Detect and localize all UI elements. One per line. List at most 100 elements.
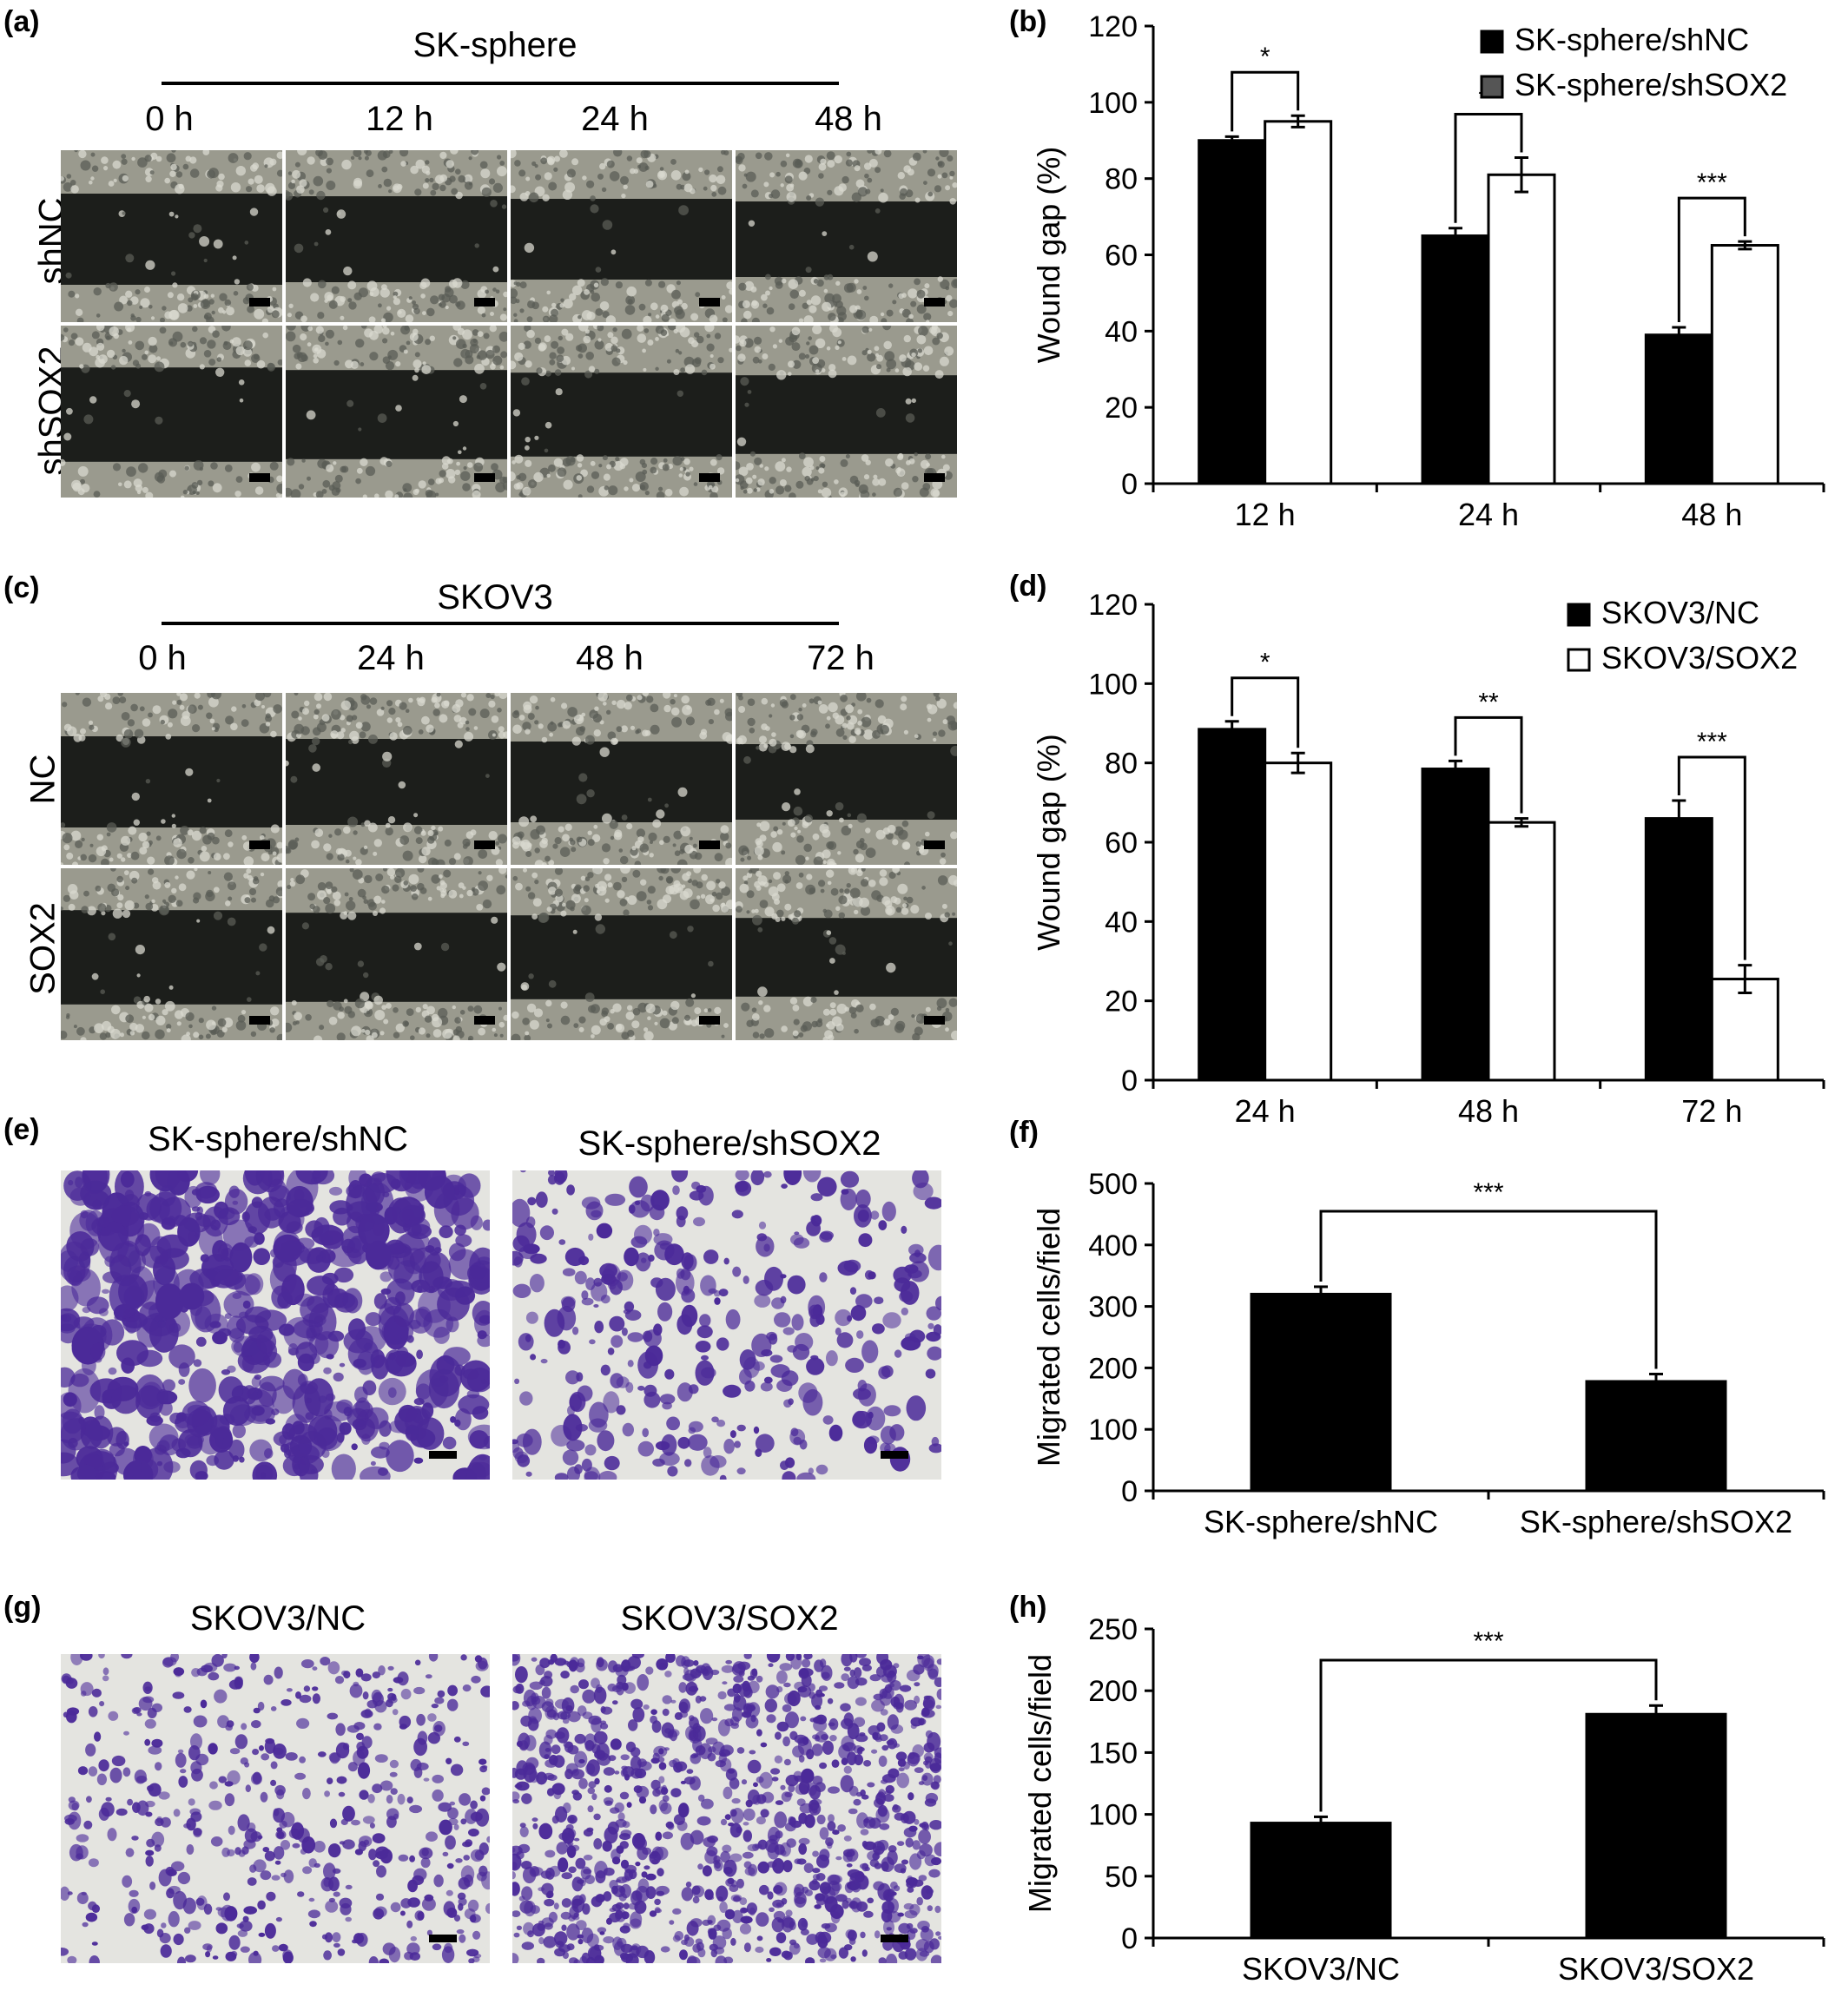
panel-c-group-line <box>162 622 839 625</box>
panel-a-wound-images <box>61 150 957 499</box>
wound-scratch-image <box>61 693 282 865</box>
x-tick-label: SK-sphere/shSOX2 <box>1520 1504 1792 1539</box>
y-tick-label: 60 <box>1105 827 1138 860</box>
scale-bar <box>249 840 270 849</box>
scale-bar <box>429 1935 457 1942</box>
bar <box>1585 1712 1727 1940</box>
panel-g-title-0: SKOV3/NC <box>189 1599 366 1638</box>
significance-label: ** <box>1478 688 1499 716</box>
significance-label: * <box>1260 43 1270 71</box>
panel-g-transwell-image-1 <box>512 1654 941 1963</box>
scale-bar <box>924 473 945 482</box>
panel-c-row-label-0: NC <box>23 754 63 805</box>
wound-scratch-image <box>286 150 507 322</box>
significance-bracket <box>1231 676 1300 748</box>
panel-c-wound-images <box>61 693 957 1044</box>
legend-swatch <box>1567 648 1591 672</box>
panel-d-label: (d) <box>1009 570 1047 603</box>
significance-bracket <box>1319 1210 1658 1369</box>
significance-bracket <box>1319 1658 1658 1812</box>
wound-scratch-image <box>736 868 957 1040</box>
panel-e-label: (e) <box>3 1113 40 1146</box>
wound-scratch-image <box>61 326 282 498</box>
panel-e-title-1: SK-sphere/shSOX2 <box>578 1124 881 1163</box>
scale-bar <box>924 1016 945 1025</box>
legend-swatch <box>1480 75 1504 99</box>
y-tick-label: 120 <box>1088 10 1138 43</box>
scale-bar <box>924 298 945 307</box>
bar <box>1487 821 1556 1082</box>
y-tick-label: 100 <box>1088 1799 1138 1832</box>
panel-e-transwell-image-0 <box>61 1170 490 1480</box>
panel-a-time-2: 24 h <box>581 100 649 138</box>
significance-bracket <box>1677 755 1746 960</box>
panel-e-title-0: SK-sphere/shNC <box>147 1120 409 1158</box>
panel-g-title-1: SKOV3/SOX2 <box>620 1599 839 1638</box>
scale-bar <box>249 1016 270 1025</box>
significance-label: * <box>1260 649 1270 677</box>
y-axis-label: Migrated cells/field <box>1031 1208 1066 1467</box>
y-axis-label: Wound gap (%) <box>1031 734 1066 950</box>
significance-bracket <box>1677 196 1746 322</box>
x-tick-label: 48 h <box>1681 497 1742 532</box>
scale-bar <box>699 1016 720 1025</box>
panel-d-chart: 0 20 40 60 80 100 120 Wound gap (%) 24 h 48 h 72 h… <box>1031 589 1825 1129</box>
y-tick-label: 500 <box>1088 1168 1138 1201</box>
y-tick-label: 20 <box>1105 986 1138 1018</box>
panel-a-time-0: 0 h <box>145 100 194 138</box>
y-tick-label: 100 <box>1088 87 1138 120</box>
legend-label: SKOV3/SOX2 <box>1601 640 1798 676</box>
scale-bar <box>474 473 495 482</box>
wound-scratch-image <box>61 150 282 322</box>
scale-bar <box>474 1016 495 1025</box>
panel-f-chart: 0 100 200 300 400 500 Migrated cells/field SK-s… <box>1031 1168 1825 1539</box>
y-tick-label: 20 <box>1105 392 1138 425</box>
bar <box>1250 1822 1392 1940</box>
wound-scratch-image <box>286 693 507 865</box>
significance-label: *** <box>1697 728 1727 756</box>
x-tick-label: 72 h <box>1681 1093 1742 1129</box>
panel-c-time-1: 24 h <box>357 639 425 677</box>
scale-bar <box>429 1451 457 1459</box>
wound-scratch-image <box>511 868 732 1040</box>
legend-label: SKOV3/NC <box>1601 595 1759 630</box>
y-tick-label: 60 <box>1105 240 1138 273</box>
bar <box>1421 768 1490 1082</box>
scale-bar <box>924 840 945 849</box>
panel-c-row-label-1: SOX2 <box>23 902 63 995</box>
bar <box>1421 234 1490 485</box>
y-tick-label: 0 <box>1121 1475 1138 1508</box>
y-tick-label: 120 <box>1088 589 1138 622</box>
bar <box>1585 1380 1727 1493</box>
panel-f-label: (f) <box>1009 1116 1039 1149</box>
bar <box>1264 761 1333 1082</box>
y-tick-label: 80 <box>1105 748 1138 781</box>
panel-b-chart: 0 20 40 60 80 100 120 Wound gap (%) 12 h 24 h 48 h… <box>1031 10 1825 532</box>
significance-label: *** <box>1697 168 1727 197</box>
y-tick-label: 100 <box>1088 668 1138 701</box>
panel-a-group-line <box>162 82 839 85</box>
y-tick-label: 200 <box>1088 1675 1138 1708</box>
y-tick-label: 0 <box>1121 1065 1138 1098</box>
y-axis-label: Migrated cells/field <box>1022 1654 1058 1913</box>
bar <box>1198 139 1267 485</box>
scale-bar <box>699 298 720 307</box>
scale-bar <box>249 298 270 307</box>
y-tick-label: 50 <box>1105 1861 1138 1894</box>
y-tick-label: 400 <box>1088 1229 1138 1262</box>
wound-scratch-image <box>286 326 507 498</box>
legend-swatch <box>1567 603 1591 627</box>
panel-c-time-2: 48 h <box>576 639 644 677</box>
y-tick-label: 80 <box>1105 163 1138 196</box>
x-tick-label: 12 h <box>1235 497 1296 532</box>
y-tick-label: 0 <box>1121 1922 1138 1955</box>
wound-scratch-image <box>511 150 732 322</box>
legend-label: SK-sphere/shSOX2 <box>1515 67 1787 102</box>
y-tick-label: 0 <box>1121 468 1138 501</box>
panel-g-transwell-image-0 <box>61 1654 490 1963</box>
panel-a-group-title: SK-sphere <box>412 26 578 64</box>
wound-scratch-image <box>511 693 732 865</box>
wound-scratch-image <box>61 868 282 1040</box>
significance-label: *** <box>1473 1178 1503 1207</box>
bar <box>1264 120 1333 485</box>
